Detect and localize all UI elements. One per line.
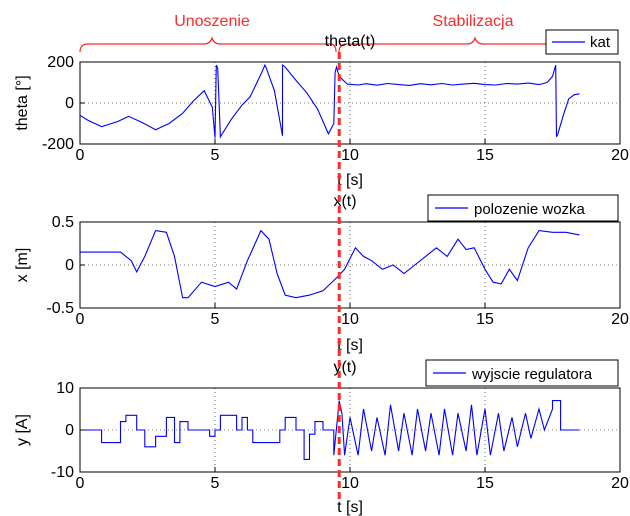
x-ytick-label: 0 xyxy=(65,257,74,274)
theta-xtick-label: 5 xyxy=(211,147,220,164)
x-ticks: 0 5 10 15 20-0.500.5 xyxy=(46,214,629,328)
x-ytick-label: -0.5 xyxy=(46,300,74,317)
x-xtick-label: 15 xyxy=(476,311,494,328)
theta-xtick-label: 20 xyxy=(611,147,629,164)
theta-xtick-label: 0 xyxy=(76,147,85,164)
x-xlabel: t [s] xyxy=(337,337,363,354)
y-title: y(t) xyxy=(333,359,356,376)
phase-label-swing-up: Unoszenie xyxy=(174,13,250,30)
x-ylabel: x [m] xyxy=(14,248,31,283)
theta-ytick-label: 0 xyxy=(65,95,74,112)
theta-xtick-label: 15 xyxy=(476,147,494,164)
theta-ytick-label: 200 xyxy=(47,54,74,71)
y-xtick-label: 15 xyxy=(476,475,494,492)
y-ylabel: y [A] xyxy=(14,414,31,446)
theta-series-line xyxy=(79,63,580,139)
x-legend: polozenie wozka xyxy=(427,194,619,222)
y-legend-label: wyjscie regulatora xyxy=(471,366,593,383)
y-ytick-label: 10 xyxy=(56,380,74,397)
y-xtick-label: 5 xyxy=(211,475,220,492)
swing-up-brace xyxy=(79,36,337,53)
x-plot-area xyxy=(79,221,621,309)
theta-legend: kat xyxy=(545,29,619,55)
y-xlabel: t [s] xyxy=(337,499,363,516)
theta-ytick-label: -200 xyxy=(42,136,74,153)
x-xtick-label: 5 xyxy=(211,311,220,328)
y-ytick-label: 0 xyxy=(65,422,74,439)
theta-xtick-label: 10 xyxy=(341,147,359,164)
phase-label-stabilization: Stabilizacja xyxy=(433,13,514,30)
x-series-line xyxy=(80,229,580,299)
x-ytick-label: 0.5 xyxy=(52,214,74,231)
x-title: x(t) xyxy=(333,193,356,210)
y-plot-area xyxy=(79,387,621,473)
x-xtick-label: 20 xyxy=(611,311,629,328)
theta-xlabel: t [s] xyxy=(337,172,363,189)
y-series-line xyxy=(80,400,580,460)
y-legend: wyjscie regulatora xyxy=(425,359,619,387)
x-legend-label: polozenie wozka xyxy=(474,201,586,218)
theta-title: theta(t) xyxy=(325,33,376,50)
x-panel: 0 5 10 15 20-0.500.5 x(t) t [s] x [m] poloze… xyxy=(14,193,629,354)
x-xtick-label: 0 xyxy=(76,311,85,328)
y-ytick-label: -10 xyxy=(51,464,74,481)
y-xtick-label: 0 xyxy=(76,475,85,492)
x-xtick-label: 10 xyxy=(341,311,359,328)
theta-legend-label: kat xyxy=(590,34,611,51)
y-xtick-label: 20 xyxy=(611,475,629,492)
y-xtick-label: 10 xyxy=(341,475,359,492)
theta-ylabel: theta [°] xyxy=(14,75,31,130)
